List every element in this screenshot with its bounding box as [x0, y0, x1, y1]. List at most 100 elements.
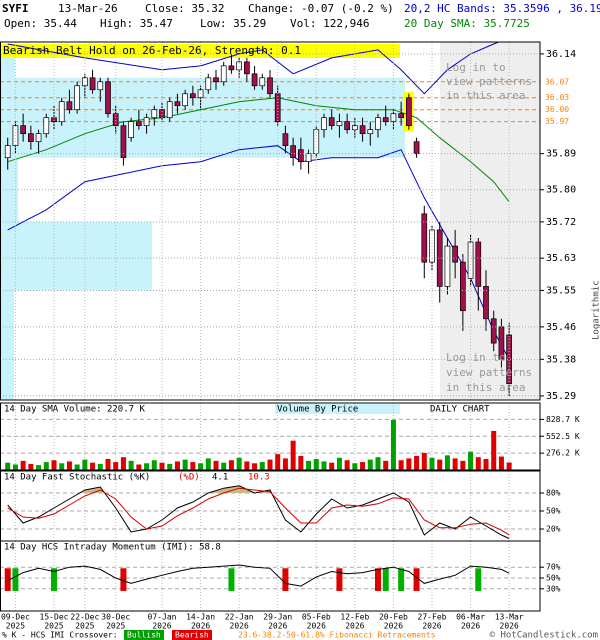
bullish-crossover	[228, 568, 235, 591]
candle-body	[290, 145, 296, 159]
panel-frame	[0, 540, 541, 612]
overbought-area	[7, 485, 510, 493]
candle-body	[467, 241, 474, 279]
volume-bar	[228, 460, 234, 470]
locked-area	[440, 42, 540, 400]
login-notice: view patterns	[446, 75, 532, 88]
candle-body	[228, 65, 235, 71]
y-tick-label: 70%	[546, 563, 561, 572]
volume-bar	[375, 457, 381, 470]
candle-body	[166, 101, 173, 119]
candle-body	[367, 129, 374, 135]
login-notice: in this area	[446, 381, 525, 394]
volume-bar	[267, 459, 273, 470]
panel-frame	[0, 402, 541, 471]
candle-body	[328, 117, 335, 127]
candle-body	[205, 77, 212, 91]
x-tick-label: 06-Mar	[456, 613, 485, 622]
volume-bar	[360, 462, 366, 470]
volume-bar	[151, 460, 157, 470]
volume-bar	[329, 462, 335, 470]
y-tick-label: 20%	[546, 525, 561, 534]
volume-bar	[336, 457, 342, 470]
pattern-banner: Bearish Belt Hold on 26-Feb-26, Strength…	[3, 44, 301, 57]
fibonacci-label: 36.03	[545, 93, 569, 102]
candle-body	[190, 93, 196, 99]
volume-bar	[43, 462, 49, 470]
login-notice: in this area	[446, 89, 525, 102]
volume-bar	[429, 457, 435, 470]
volume-bar	[259, 462, 265, 470]
volume-bar	[66, 461, 72, 470]
current-d: 10.3	[248, 473, 270, 483]
x-tick-year: 2026	[307, 622, 326, 631]
candle-body	[58, 101, 65, 123]
volume-bar	[236, 457, 242, 470]
volume-bar	[367, 459, 373, 470]
bearish-crossover	[4, 568, 11, 591]
sma: 20 Day SMA: 35.7725	[404, 17, 530, 30]
candle-body	[136, 121, 142, 127]
volume-bar	[97, 463, 103, 470]
footer-bullish: Bullish	[127, 631, 161, 640]
x-tick-year: 2026	[422, 622, 441, 631]
candle-body	[159, 109, 165, 119]
y-tick-label: 35.89	[546, 149, 576, 160]
x-tick-label: 22-Dec	[70, 613, 99, 622]
candle-body	[321, 117, 327, 131]
volume-bar	[198, 463, 204, 470]
volume-bar	[421, 452, 427, 470]
volume-bar	[128, 460, 134, 470]
candle-body	[74, 85, 80, 111]
footer-bearish: Bearish	[175, 631, 209, 640]
x-tick-year: 2026	[384, 622, 403, 631]
x-tick-label: 12-Feb	[340, 613, 369, 622]
candle-body	[483, 286, 489, 320]
current-k: 4.1	[212, 473, 228, 483]
footer-fibonacci: 23.6-38.2-50-61.8% Fibonacci Retracement…	[238, 631, 436, 640]
y-tick-label: 35.55	[546, 285, 576, 296]
candle-body	[143, 117, 150, 127]
candle-body	[382, 117, 389, 123]
volume-bar	[252, 463, 258, 470]
volume-bar	[290, 440, 296, 470]
x-tick-label: 27-Feb	[418, 613, 447, 622]
volume-bar	[244, 461, 250, 470]
y-tick-label: 35.29	[546, 391, 576, 402]
volume-bar	[90, 462, 96, 470]
pattern-banner-bg	[0, 44, 400, 58]
x-tick-year: 2026	[191, 622, 210, 631]
x-tick-year: 2026	[268, 622, 287, 631]
fibonacci-label: 36.00	[545, 105, 569, 114]
candle-body	[436, 229, 443, 287]
panel-title: 14 Day SMA Volume: 220.7 K	[4, 405, 145, 415]
x-tick-label: 14-Jan	[186, 613, 215, 622]
bearish-crossover	[375, 568, 381, 591]
x-tick-year: 2026	[500, 622, 519, 631]
volume-bar	[390, 419, 396, 470]
candle-body	[452, 245, 458, 263]
volume-bar	[159, 462, 165, 470]
y-tick-label: 80%	[546, 489, 561, 498]
volume-bar	[506, 462, 512, 470]
x-tick-label: 29-Jan	[263, 613, 292, 622]
volume-bar	[167, 463, 173, 470]
candle-body	[444, 245, 451, 287]
candle-body	[4, 145, 11, 159]
axis-label: Logarithmic	[592, 280, 600, 340]
low: Low: 35.29	[200, 17, 266, 30]
panel-title: 14 Day Fast Stochastic (%K)	[4, 473, 150, 483]
footer-copyright: © HotCandlestick.com	[490, 631, 598, 640]
indicator-line	[7, 485, 510, 539]
y-tick-label: 50%	[546, 507, 561, 516]
candle-body	[128, 121, 134, 139]
volume-by-price-bar	[0, 221, 152, 291]
panel-label: Volume By Price	[277, 405, 358, 415]
volume-bar	[20, 460, 26, 470]
candle-body	[506, 334, 512, 385]
candle-body	[120, 125, 127, 159]
candle-body	[97, 81, 104, 91]
x-tick-year: 2025	[106, 622, 125, 631]
x-tick-label: 22-Jan	[225, 613, 254, 622]
